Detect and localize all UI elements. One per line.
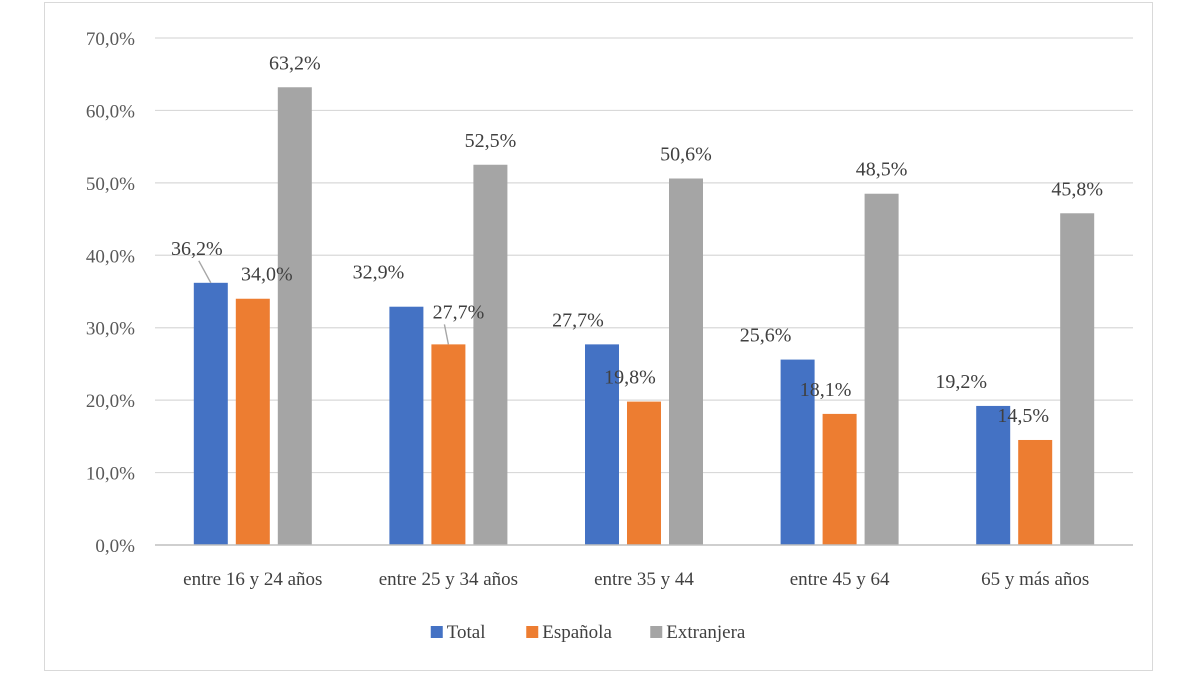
leader-line [198, 260, 212, 284]
bars [193, 87, 1095, 546]
y-axis-ticks: 0,0% 10,0% 20,0% 30,0% 40,0% 50,0% 60,0% 70,0% [86, 29, 135, 557]
x-axis-categories: entre 16 y 24 años entre 25 y 34 años entr… [183, 569, 1089, 590]
bar-extranjera [473, 164, 508, 545]
legend-swatch [430, 626, 443, 638]
bar-española [1018, 439, 1053, 545]
data-label: 50,6% [660, 144, 712, 166]
data-label: 52,5% [465, 130, 517, 152]
bar-extranjera [669, 178, 703, 546]
y-tick-label: 50,0% [86, 174, 135, 195]
data-label: 45,8% [1051, 178, 1103, 200]
x-category-label: entre 35 y 44 [594, 569, 694, 590]
data-label: 14,5% [997, 405, 1049, 427]
y-tick-label: 40,0% [86, 246, 135, 267]
bar-total [780, 359, 815, 545]
legend: Total Española Extranjera [430, 622, 746, 643]
data-label: 36,2% [171, 238, 223, 260]
bar-española [431, 344, 466, 545]
legend-swatch [526, 626, 539, 638]
y-tick-label: 10,0% [86, 464, 135, 485]
data-label: 27,7% [433, 301, 485, 323]
x-category-label: entre 25 y 34 años [379, 569, 518, 590]
bar-extranjera [864, 193, 899, 545]
y-tick-label: 20,0% [86, 391, 135, 412]
data-label: 19,2% [935, 371, 987, 393]
data-label: 63,2% [269, 52, 321, 74]
bar-total [585, 344, 619, 545]
bar-total [389, 306, 424, 545]
bar-española [627, 401, 661, 545]
data-label: 32,9% [353, 262, 405, 284]
data-label: 18,1% [800, 379, 852, 401]
legend-label: Total [447, 622, 486, 643]
data-labels: 36,2% 34,0% 63,2% 32,9% 27,7% 52,5% 27,7% 19,8%… [171, 52, 1103, 427]
x-category-label: entre 16 y 24 años [183, 569, 322, 590]
legend-label: Española [542, 622, 612, 643]
data-label: 48,5% [856, 159, 908, 181]
y-tick-label: 60,0% [86, 101, 135, 122]
bar-total [193, 282, 228, 545]
legend-label: Extranjera [666, 622, 746, 643]
x-category-label: entre 45 y 64 [790, 569, 890, 590]
data-label: 25,6% [740, 325, 792, 347]
bar-extranjera [1060, 213, 1095, 545]
chart-frame [44, 2, 1153, 671]
y-tick-label: 30,0% [86, 319, 135, 340]
y-tick-label: 0,0% [95, 536, 135, 557]
bar-extranjera [277, 87, 312, 545]
x-category-label: 65 y más años [981, 569, 1089, 590]
data-label: 27,7% [552, 309, 604, 331]
leader-line [443, 324, 450, 345]
y-tick-label: 70,0% [86, 29, 135, 50]
data-label: 34,0% [241, 264, 293, 286]
legend-swatch [650, 626, 663, 638]
bar-total [976, 405, 1011, 545]
gridlines [155, 37, 1133, 474]
label-leader-lines [198, 260, 450, 345]
bar-española [235, 298, 270, 545]
data-label: 19,8% [604, 367, 656, 389]
bar-española [822, 413, 857, 545]
